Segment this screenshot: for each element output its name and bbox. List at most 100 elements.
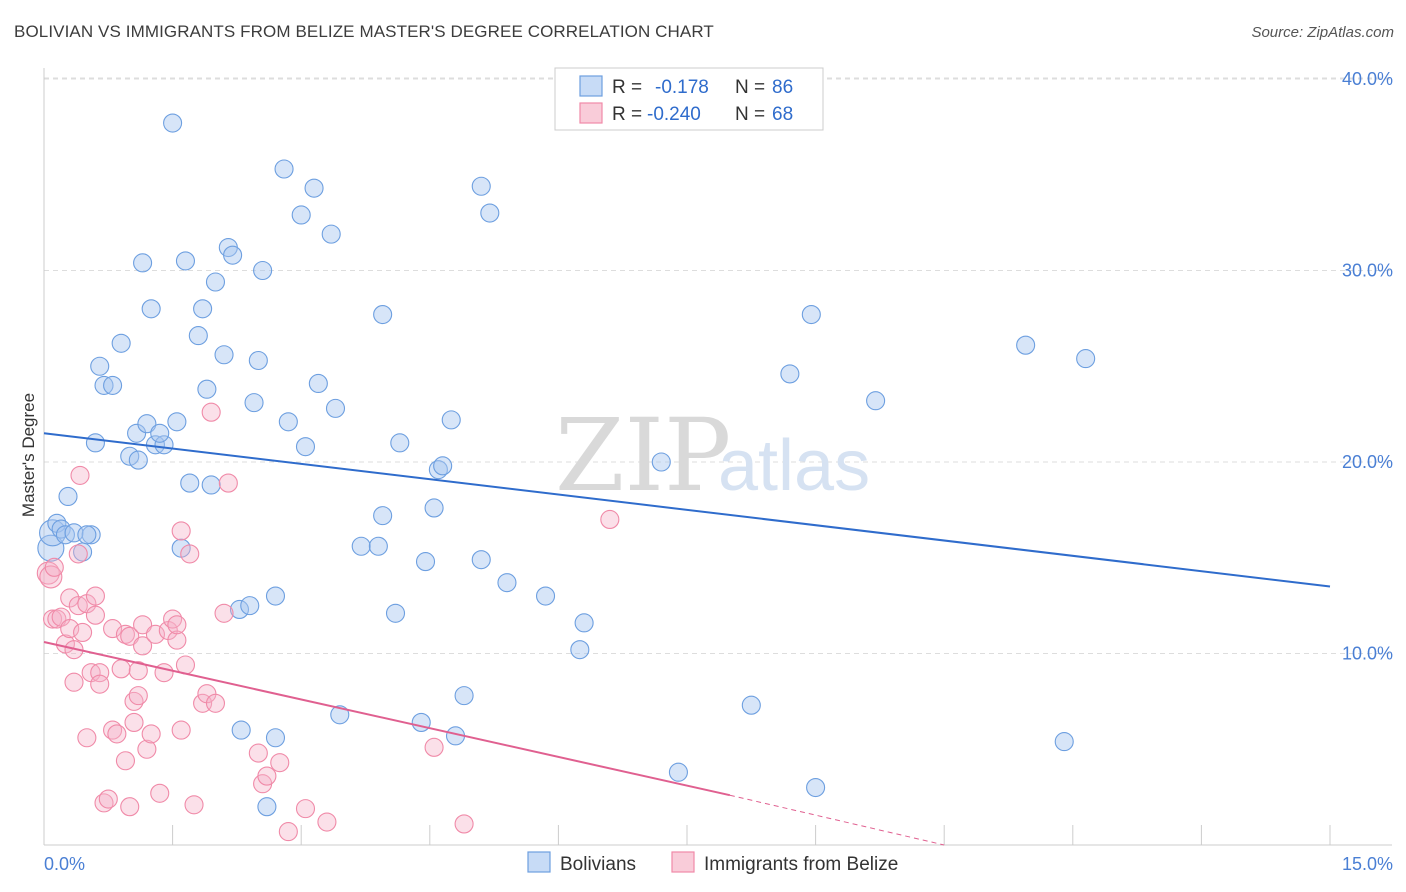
legend-n-label-1: N = (735, 77, 765, 98)
bottom-legend-swatch-bolivians (527, 851, 551, 873)
bolivians-point (441, 410, 461, 430)
bolivians-point (257, 797, 277, 817)
belize-point (85, 586, 105, 606)
bolivians-point (1016, 335, 1036, 355)
belize-point (218, 473, 238, 493)
bolivians-point (574, 613, 594, 633)
bolivians-point (163, 113, 183, 133)
belize-point (600, 509, 620, 530)
bolivians-point (103, 375, 123, 395)
bolivians-point (780, 364, 800, 384)
belize-point (133, 615, 153, 635)
belize-point (145, 624, 166, 644)
bolivians-point (741, 695, 761, 715)
belize-point (103, 619, 123, 639)
y-tick-label-1: 20.0% (1342, 452, 1393, 472)
belize-point (171, 720, 191, 740)
belize-point (201, 402, 221, 422)
series-bolivians (37, 113, 1096, 817)
y-tick-labels: 10.0% 20.0% 30.0% 40.0% (1342, 69, 1393, 664)
bolivians-point (127, 423, 147, 443)
bottom-legend-belize: Immigrants from Belize (704, 854, 898, 875)
belize-point (171, 521, 191, 541)
x-tick-labels: 0.0% 15.0% (44, 854, 1393, 874)
trend-lines (43, 432, 1331, 846)
belize-point (73, 622, 93, 642)
watermark-atlas: atlas (718, 426, 870, 506)
bolivians-point (471, 550, 491, 570)
belize-point (278, 822, 298, 842)
bolivians-point (1076, 349, 1096, 369)
bolivians-point (433, 456, 453, 476)
bolivians-point (390, 433, 410, 453)
belize-point (270, 753, 290, 773)
bottom-legend-swatch-belize (671, 851, 695, 873)
bolivians-point (244, 393, 264, 413)
bolivians-point (1054, 732, 1074, 752)
belize-point (124, 712, 144, 732)
bolivians-point (373, 304, 393, 325)
x-tick-label-0: 0.0% (44, 854, 85, 874)
bottom-legend-bolivians: Bolivians (560, 854, 636, 875)
belize-point (128, 661, 148, 681)
bolivians-point (141, 299, 161, 319)
series-belize (36, 402, 620, 842)
bolivians-point (37, 534, 65, 562)
source-label: Source: ZipAtlas.com (1251, 24, 1394, 41)
belize-point (248, 743, 268, 763)
bolivians-point (253, 260, 273, 281)
belize-point (317, 812, 337, 832)
bolivians-point (415, 552, 436, 572)
legend-n-value-1: 86 (772, 77, 793, 98)
bolivians-point (373, 506, 393, 526)
belize-point (295, 799, 316, 819)
bolivians-point (154, 435, 174, 455)
belize-point (184, 795, 204, 815)
belize-point (90, 663, 110, 683)
bolivians-point (205, 272, 226, 292)
bolivians-point (197, 379, 217, 399)
bolivians-point (801, 304, 821, 325)
belize-point (44, 557, 64, 577)
stats-legend: R = -0.178 N = 86 R = -0.240 N = 68 (554, 67, 824, 131)
bolivians-point (274, 159, 294, 179)
bolivians-point (175, 251, 196, 271)
bolivians-point (58, 486, 78, 507)
belize-point (98, 789, 118, 809)
bolivians-point (304, 178, 324, 198)
bolivians-point (240, 596, 260, 616)
chart-title: BOLIVIAN VS IMMIGRANTS FROM BELIZE MASTE… (14, 22, 714, 41)
bolivians-point (81, 525, 101, 545)
belize-point (167, 630, 187, 650)
belize-point (141, 724, 161, 744)
bolivians-point (471, 176, 491, 196)
belize-point (424, 737, 444, 757)
legend-n-label-2: N = (735, 104, 765, 125)
legend-r-label-2: R = (612, 104, 642, 125)
x-tick-label-1: 15.0% (1342, 854, 1393, 874)
bolivians-point (188, 326, 208, 346)
belize-point (205, 693, 226, 713)
belize-point (154, 663, 174, 683)
bolivians-point (424, 498, 444, 518)
belize-point (107, 724, 127, 744)
belize-point (150, 783, 170, 803)
legend-n-value-2: 68 (772, 104, 793, 125)
belize-point (128, 686, 148, 706)
belize-point (180, 544, 200, 564)
bolivians-point (570, 640, 590, 660)
bolivians-point (325, 398, 346, 418)
bolivians-point (137, 414, 157, 434)
bolivians-point (180, 473, 200, 493)
bolivians-point (167, 412, 187, 432)
y-axis-label: Master's Degree (19, 393, 38, 517)
bolivians-trend-line (43, 432, 1331, 588)
belize-point (257, 766, 277, 786)
y-tick-label-0: 10.0% (1342, 644, 1393, 664)
bolivians-point (368, 536, 388, 556)
watermark: ZIP atlas (555, 397, 870, 514)
bolivians-point (278, 412, 298, 432)
bolivians-point (535, 586, 556, 606)
bolivians-point (265, 728, 286, 748)
